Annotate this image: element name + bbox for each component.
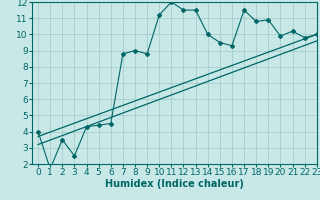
X-axis label: Humidex (Indice chaleur): Humidex (Indice chaleur) (105, 179, 244, 189)
